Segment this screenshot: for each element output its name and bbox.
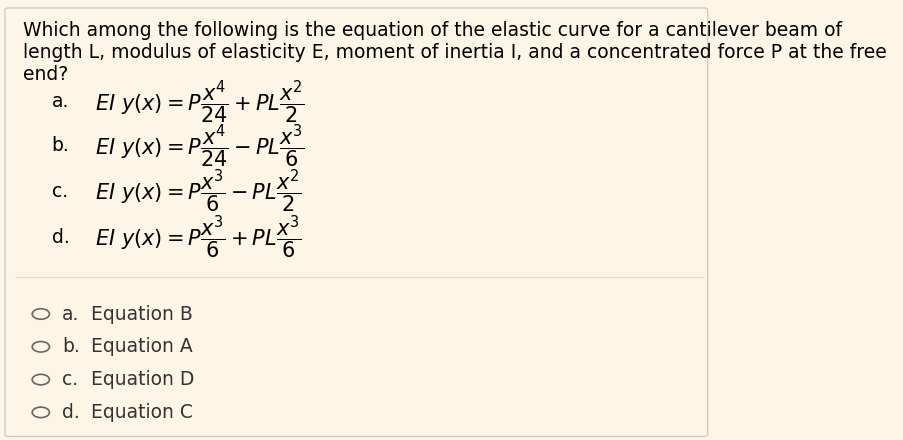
Text: length L, modulus of elasticity E, moment of inertia I, and a concentrated force: length L, modulus of elasticity E, momen… bbox=[23, 43, 886, 62]
Text: Equation C: Equation C bbox=[91, 403, 192, 422]
Text: d.: d. bbox=[51, 228, 70, 247]
Text: $EI\ y(x) = P\dfrac{x^4}{24} - PL\dfrac{x^3}{6}$: $EI\ y(x) = P\dfrac{x^4}{24} - PL\dfrac{… bbox=[95, 122, 303, 169]
Text: b.: b. bbox=[51, 136, 70, 155]
FancyBboxPatch shape bbox=[5, 8, 707, 436]
Text: $EI\ y(x) = P\dfrac{x^3}{6} - PL\dfrac{x^2}{2}$: $EI\ y(x) = P\dfrac{x^3}{6} - PL\dfrac{x… bbox=[95, 168, 301, 216]
Text: $EI\ y(x) = P\dfrac{x^3}{6} + PL\dfrac{x^3}{6}$: $EI\ y(x) = P\dfrac{x^3}{6} + PL\dfrac{x… bbox=[95, 214, 301, 261]
Text: Equation B: Equation B bbox=[91, 304, 192, 323]
Text: a.: a. bbox=[62, 304, 79, 323]
Text: end?: end? bbox=[23, 65, 68, 84]
Text: d.: d. bbox=[62, 403, 80, 422]
Text: Equation A: Equation A bbox=[91, 337, 192, 356]
Text: Equation D: Equation D bbox=[91, 370, 194, 389]
Text: c.: c. bbox=[62, 370, 79, 389]
Text: c.: c. bbox=[51, 182, 68, 201]
Text: a.: a. bbox=[51, 92, 69, 111]
Text: b.: b. bbox=[62, 337, 80, 356]
Text: Which among the following is the equation of the elastic curve for a cantilever : Which among the following is the equatio… bbox=[23, 21, 841, 40]
Text: $EI\ y(x) = P\dfrac{x^4}{24} + PL\dfrac{x^2}{2}$: $EI\ y(x) = P\dfrac{x^4}{24} + PL\dfrac{… bbox=[95, 78, 303, 126]
